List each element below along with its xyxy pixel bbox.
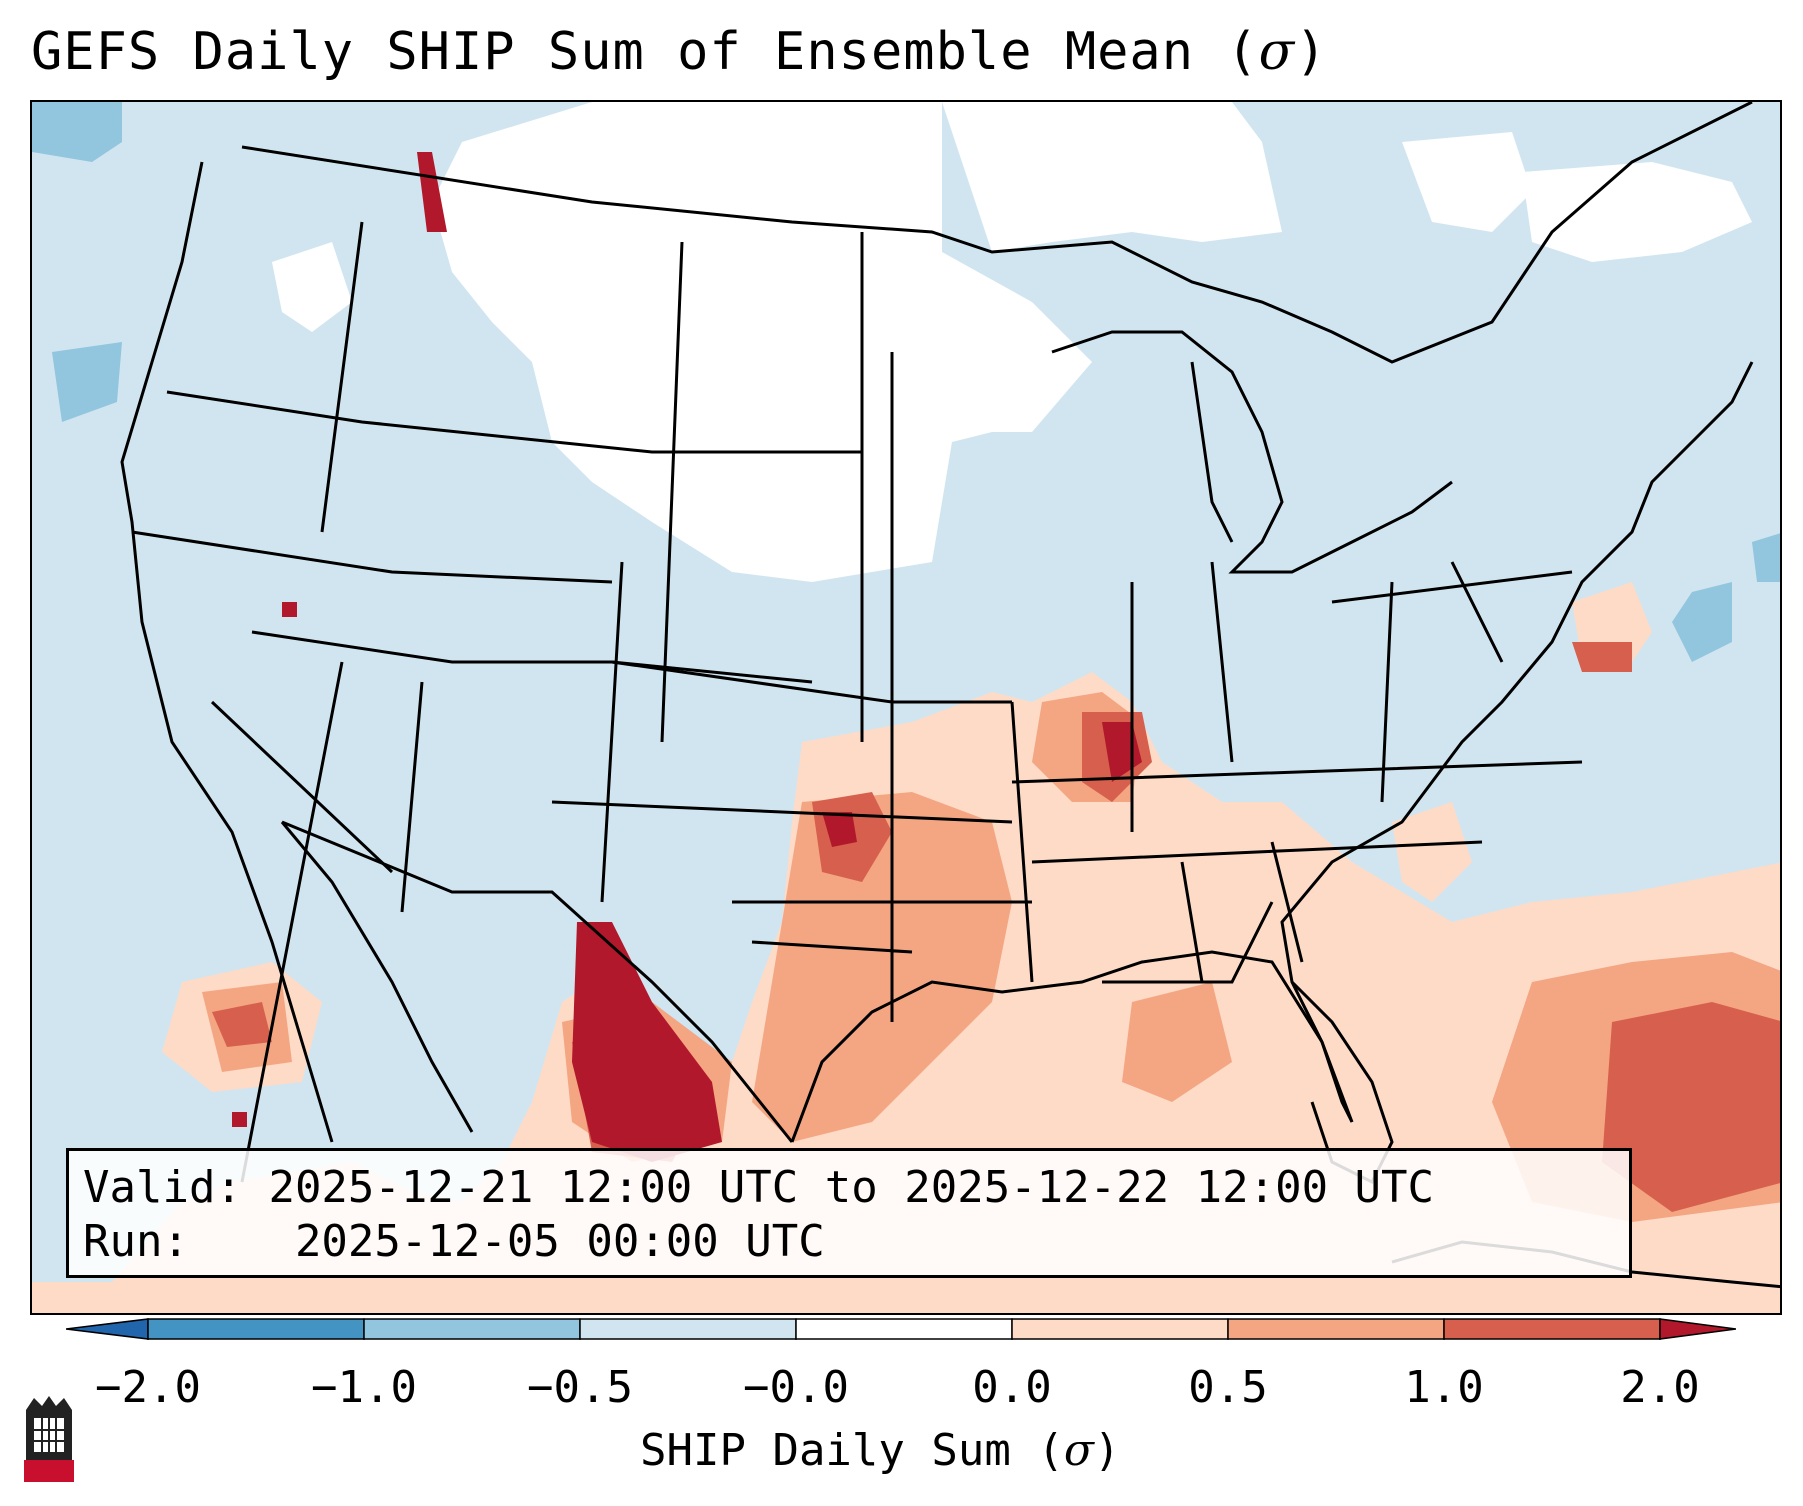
near-zero-regions (272, 102, 1752, 582)
niu-logo-icon (24, 1396, 74, 1482)
colorbar (65, 1318, 1737, 1340)
run-row: Run: 2025-12-05 00:00 UTC (83, 1215, 1615, 1269)
lake-michigan (1190, 361, 1234, 543)
colorbar-segment (1011, 1318, 1229, 1340)
niu-logo (20, 1392, 78, 1484)
great-lakes (1051, 330, 1453, 574)
state-lines-central (551, 232, 1034, 1022)
baja-coast (280, 821, 474, 1133)
colorbar-tick-label: −0.5 (527, 1362, 633, 1413)
run-value: 2025-12-05 00:00 UTC (294, 1216, 825, 1267)
colorbar-label: SHIP Daily Sum (σ) (640, 1425, 1120, 1476)
colorbar-segment (147, 1318, 365, 1340)
colorbar-segment (65, 1318, 149, 1340)
valid-value: 2025-12-21 12:00 UTC to 2025-12-22 12:00… (268, 1162, 1435, 1213)
colorbar-segment (795, 1318, 1013, 1340)
colorbar-tick-label: 1.0 (1404, 1362, 1484, 1413)
colorbar-tick-label: 0.0 (972, 1362, 1052, 1413)
map-panel (30, 100, 1782, 1315)
colorbar-label-sigma: σ (1063, 1425, 1094, 1476)
colorbar-svg (65, 1318, 1737, 1340)
colorbar-label-prefix: SHIP Daily Sum ( (640, 1425, 1064, 1476)
valid-label: Valid: (83, 1162, 242, 1213)
colorbar-segment (1443, 1318, 1661, 1340)
us-mexico-border (281, 820, 794, 1143)
valid-row: Valid: 2025-12-21 12:00 UTC to 2025-12-2… (83, 1161, 1615, 1215)
colorbar-segment (1659, 1318, 1737, 1340)
title-suffix: ) (1295, 22, 1328, 82)
chart-title: GEFS Daily SHIP Sum of Ensemble Mean (σ) (31, 22, 1327, 82)
map-svg (32, 102, 1780, 1313)
validity-info-box: Valid: 2025-12-21 12:00 UTC to 2025-12-2… (66, 1148, 1632, 1278)
colorbar-segment (579, 1318, 797, 1340)
colorbar-segment (1227, 1318, 1445, 1340)
title-sigma: σ (1258, 22, 1296, 82)
title-prefix: GEFS Daily SHIP Sum of Ensemble Mean ( (31, 22, 1259, 82)
colorbar-segment (363, 1318, 581, 1340)
colorbar-tick-label: 2.0 (1620, 1362, 1700, 1413)
state-lines-east (1011, 561, 1583, 984)
east-coast (1280, 361, 1754, 1123)
colorbar-tick-label: −0.0 (743, 1362, 849, 1413)
state-lines-west (131, 221, 862, 1183)
negative-anomalies (32, 102, 1780, 662)
us-canada-border (241, 102, 1753, 364)
colorbar-tick-label: −2.0 (95, 1362, 201, 1413)
colorbar-label-suffix: ) (1093, 1425, 1121, 1476)
run-label: Run: (83, 1216, 189, 1267)
colorbar-tick-label: 0.5 (1188, 1362, 1268, 1413)
colorbar-tick-label: −1.0 (311, 1362, 417, 1413)
